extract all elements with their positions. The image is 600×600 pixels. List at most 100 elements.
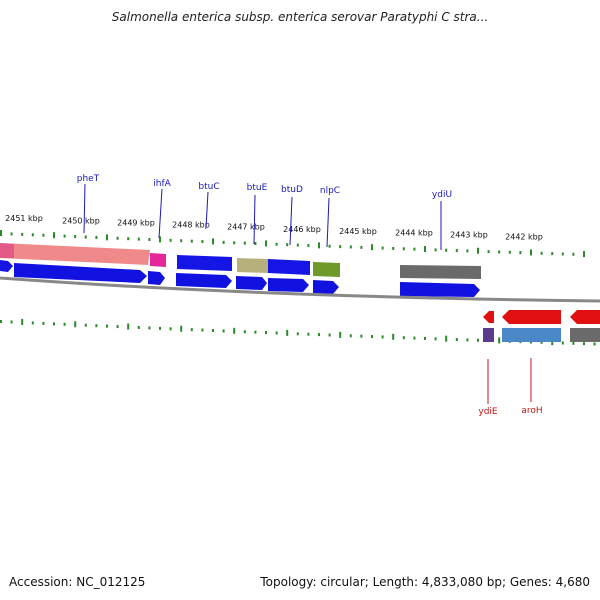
bottom-minor-tick	[275, 331, 278, 335]
bottom-minor-tick	[381, 335, 384, 339]
btuD-label[interactable]: btuD	[281, 185, 303, 195]
top-minor-tick	[233, 241, 236, 245]
top-minor-tick	[296, 243, 299, 247]
ihfA-label[interactable]: ihfA	[153, 179, 171, 189]
top-minor-tick	[402, 247, 405, 251]
pheT-band[interactable]	[0, 243, 150, 265]
bottom-minor-tick	[148, 326, 151, 330]
top-minor-tick	[254, 242, 257, 246]
pheT-leader	[83, 183, 86, 234]
top-minor-tick	[201, 240, 204, 244]
ydiE-label[interactable]: ydiE	[478, 407, 498, 417]
btuD-leader	[289, 196, 293, 246]
bottom-major-tick	[498, 337, 501, 344]
bottom-minor-tick	[190, 328, 193, 332]
aroH-arrow[interactable]	[502, 310, 561, 324]
bottom-minor-tick	[583, 342, 585, 346]
kbp-tick-labels: 2451 kbp 2450 kbp 2449 kbp 2448 kbp 2447 kbp…	[5, 214, 543, 241]
bottom-minor-tick	[434, 337, 437, 341]
top-minor-tick	[551, 252, 554, 256]
bottom-minor-tick	[212, 329, 214, 333]
bottom-minor-tick	[328, 333, 331, 337]
top-major-tick	[53, 232, 55, 239]
top-major-tick	[212, 238, 214, 245]
bottom-minor-tick	[243, 330, 246, 334]
top-major-tick	[424, 246, 426, 253]
nlpC-label[interactable]: nlpC	[320, 186, 340, 196]
bottom-minor-tick	[307, 332, 310, 336]
left-arrow-partial[interactable]	[0, 260, 13, 272]
bottom-minor-tick	[42, 321, 45, 325]
right-grey-band[interactable]	[570, 328, 600, 342]
top-major-tick	[159, 236, 161, 243]
bottom-minor-tick	[371, 335, 373, 339]
top-minor-tick	[10, 232, 13, 236]
bottom-tick-ruler	[0, 318, 596, 346]
btuC-arrow[interactable]	[176, 273, 232, 288]
ihfA-band[interactable]	[150, 253, 166, 267]
ydiE-band[interactable]	[483, 328, 494, 342]
nlpC-leader	[326, 197, 330, 248]
bottom-major-tick	[74, 321, 77, 328]
kbp-tick-label: 2449 kbp	[117, 219, 155, 228]
top-minor-tick	[127, 237, 130, 241]
top-minor-tick	[339, 245, 342, 249]
bottom-minor-tick	[455, 338, 458, 342]
btuD-band[interactable]	[268, 259, 310, 275]
btuC-band[interactable]	[177, 255, 232, 271]
top-minor-tick	[84, 235, 87, 239]
pheT-label[interactable]: pheT	[77, 174, 100, 184]
btuC-leader	[205, 191, 209, 229]
bottom-minor-tick	[318, 333, 320, 337]
kbp-tick-label: 2443 kbp	[450, 230, 488, 239]
btuE-band[interactable]	[237, 258, 268, 273]
btuE-label[interactable]: btuE	[247, 183, 268, 193]
top-minor-tick	[148, 238, 151, 242]
btuD-arrow[interactable]	[268, 278, 309, 292]
bottom-minor-tick	[222, 329, 225, 333]
top-minor-tick	[466, 249, 469, 253]
btuE-arrow[interactable]	[236, 276, 267, 290]
bottom-minor-tick	[116, 325, 119, 329]
ihfA-arrow[interactable]	[148, 271, 165, 285]
reverse-gene-features	[483, 310, 600, 342]
aroH-band[interactable]	[502, 328, 561, 342]
bottom-minor-tick	[466, 338, 469, 342]
kbp-tick-label: 2447 kbp	[227, 223, 265, 232]
bottom-minor-tick	[561, 341, 564, 345]
bottom-minor-tick	[572, 341, 575, 345]
right-reverse-arrow[interactable]	[570, 310, 600, 324]
ydiE-arrow[interactable]	[483, 311, 494, 323]
top-minor-tick	[381, 246, 384, 250]
top-minor-tick	[455, 249, 458, 253]
top-minor-tick	[42, 233, 45, 237]
reverse-gene-labels: ydiE aroH	[478, 358, 543, 417]
bottom-minor-tick	[296, 332, 299, 336]
top-major-tick	[477, 247, 479, 254]
ydiU-label[interactable]: ydiU	[432, 190, 452, 200]
top-tick-ruler	[0, 230, 585, 258]
top-major-tick	[583, 251, 585, 258]
pheT-arrow[interactable]	[14, 263, 147, 283]
top-minor-tick	[508, 250, 511, 254]
bottom-minor-tick	[106, 324, 108, 328]
top-minor-tick	[190, 239, 193, 243]
bottom-minor-tick	[413, 336, 416, 340]
ydiU-arrow[interactable]	[400, 282, 480, 297]
top-major-tick	[530, 249, 532, 256]
pheT-band-left[interactable]	[0, 243, 14, 258]
top-minor-tick	[519, 251, 522, 255]
bottom-major-tick	[21, 318, 24, 325]
top-minor-tick	[275, 242, 278, 246]
top-minor-tick	[74, 235, 77, 239]
btuC-label[interactable]: btuC	[198, 182, 219, 192]
accession-label: Accession: NC_012125	[9, 575, 146, 589]
ydiU-band[interactable]	[400, 265, 481, 279]
top-major-tick	[371, 244, 373, 251]
nlpC-arrow[interactable]	[313, 280, 339, 294]
aroH-label[interactable]: aroH	[521, 406, 542, 416]
top-minor-tick	[21, 232, 24, 236]
nlpC-band[interactable]	[313, 262, 340, 277]
bottom-minor-tick	[63, 322, 66, 326]
